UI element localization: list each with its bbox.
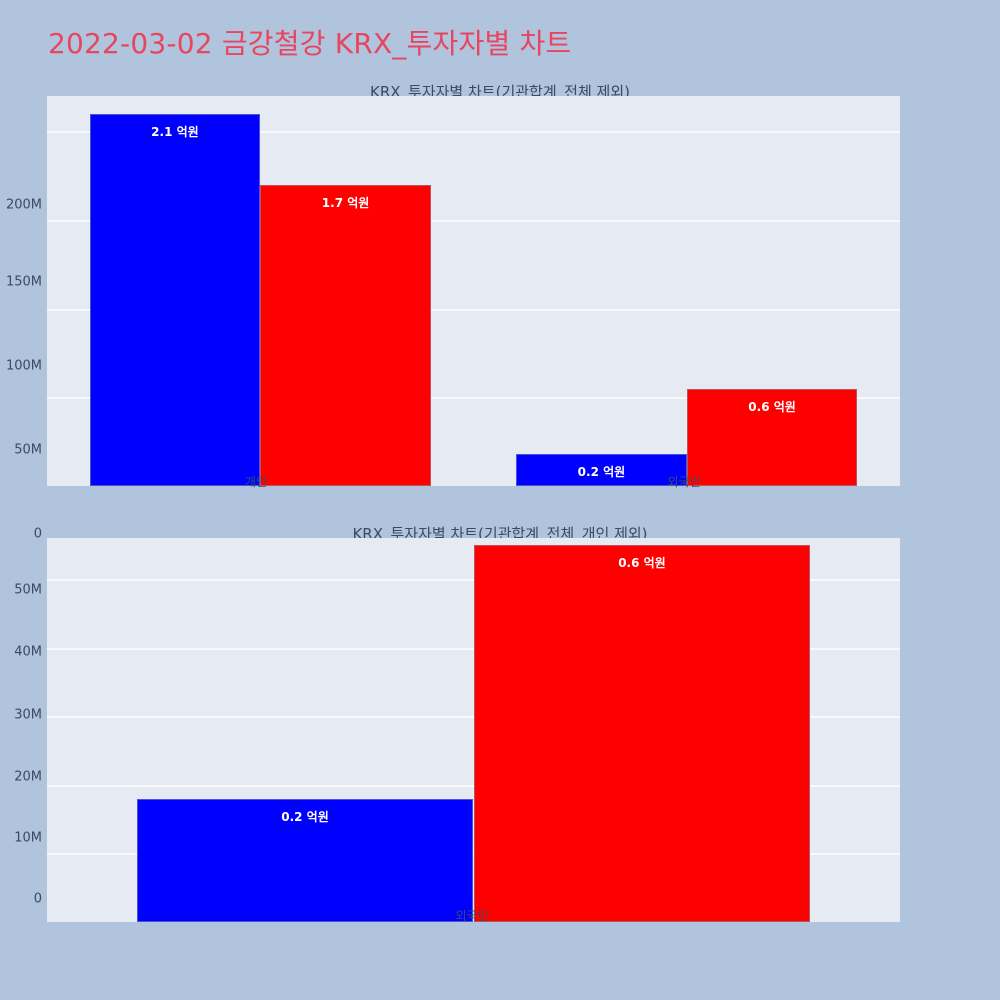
gridline [47,220,900,223]
bar-외국인-매수[interactable]: 0.2 억원 [516,454,687,486]
chart2-ytick-0: 0 [33,891,42,907]
chart2-ytick-4: 40M [14,644,42,660]
chart1-xtick-개인: 개인 [244,475,268,489]
gridline [47,397,900,400]
chart1-xtick-외국인: 외국인 [667,475,701,489]
chart1-ytick-1: 50M [14,442,42,458]
chart2-ytick-5: 50M [14,582,42,598]
bar-value-label: 0.6 억원 [748,399,796,414]
chart2-plot-area: 0.2 억원 0.6 억원 [47,538,900,922]
gridline [47,131,900,134]
chart1-plot-area: 2.1 억원 1.7 억원 0.2 억원 0.6 억원 [47,96,900,486]
bar-value-label: 2.1 억원 [151,124,199,139]
bar-외국인-매수[interactable]: 0.2 억원 [136,798,474,922]
chart1-ytick-0: 0 [33,526,42,542]
bar-외국인-매도[interactable]: 0.6 억원 [473,544,811,922]
bar-개인-매수[interactable]: 2.1 억원 [89,113,261,486]
bar-value-label: 0.6 억원 [618,555,666,570]
chart2-xtick-외국인: 외국인 [455,909,489,923]
bar-value-label: 1.7 억원 [321,195,370,210]
bar-value-label: 0.2 억원 [281,809,329,824]
chart1-ytick-3: 150M [5,274,42,290]
bar-value-label: 0.2 억원 [577,465,626,480]
chart1-ytick-4: 200M [5,197,42,213]
chart1-ytick-2: 100M [5,358,42,374]
gridline [47,308,900,311]
chart-panel-2: KRX_투자자별 차트(기관합계_전체_개인 제외) 0.2 억원 0.6 억원 … [0,517,1000,927]
page-title: 2022-03-02 금강철강 KRX_투자자별 차트 [48,27,572,60]
bar-외국인-매도[interactable]: 0.6 억원 [686,388,858,486]
bar-개인-매도[interactable]: 1.7 억원 [260,184,431,486]
chart2-ytick-2: 20M [14,769,42,785]
chart-panel-1: KRX_투자자별 차트(기관합계_전체 제외) 2.1 억원 1.7 억원 0.2 … [0,75,1000,542]
chart2-ytick-3: 30M [14,707,42,723]
chart2-ytick-1: 10M [14,830,42,846]
